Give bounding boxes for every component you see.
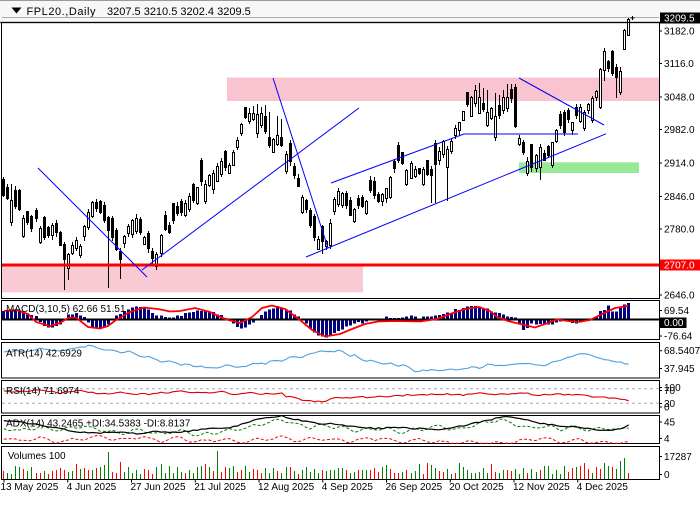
svg-text:3209.5: 3209.5 (664, 14, 695, 25)
svg-text:ATR(14) 42.6929: ATR(14) 42.6929 (6, 349, 82, 360)
svg-text:FPL20.,Daily: FPL20.,Daily (27, 6, 97, 18)
svg-text:30: 30 (664, 399, 676, 410)
svg-text:ADX(14) 43.2465 +DI:34.5383 -D: ADX(14) 43.2465 +DI:34.5383 -DI:8.8137 (6, 419, 191, 430)
svg-text:12 Nov 2025: 12 Nov 2025 (513, 482, 570, 493)
svg-text:0.00: 0.00 (664, 318, 684, 329)
svg-text:4: 4 (664, 434, 670, 445)
svg-text:4 Dec 2025: 4 Dec 2025 (577, 482, 629, 493)
svg-text:-76.64: -76.64 (664, 332, 693, 343)
svg-text:0: 0 (664, 403, 670, 414)
svg-text:13 May 2025: 13 May 2025 (1, 482, 59, 493)
svg-text:2780.0: 2780.0 (664, 225, 695, 236)
svg-text:68.5407: 68.5407 (664, 346, 700, 357)
svg-text:4 Sep 2025: 4 Sep 2025 (322, 482, 374, 493)
svg-text:100: 100 (664, 383, 681, 394)
svg-text:69.54: 69.54 (664, 306, 689, 317)
svg-text:12 Aug 2025: 12 Aug 2025 (258, 482, 315, 493)
svg-text:MACD(3,10,5) 62.66 51.51: MACD(3,10,5) 62.66 51.51 (6, 304, 126, 315)
svg-text:37.945: 37.945 (664, 364, 695, 375)
svg-text:0: 0 (664, 470, 670, 481)
svg-text:70: 70 (664, 386, 676, 397)
svg-text:2846.0: 2846.0 (664, 192, 695, 203)
svg-text:45: 45 (664, 418, 676, 429)
svg-text:Volumes 100: Volumes 100 (8, 451, 66, 462)
svg-text:21 Jul 2025: 21 Jul 2025 (194, 482, 246, 493)
svg-text:3116.0: 3116.0 (664, 59, 694, 70)
svg-text:2646.0: 2646.0 (664, 291, 695, 302)
svg-text:2707.0: 2707.0 (664, 261, 695, 272)
svg-text:20 Oct 2025: 20 Oct 2025 (449, 482, 504, 493)
svg-text:2914.0: 2914.0 (664, 159, 695, 170)
svg-text:2982.0: 2982.0 (664, 125, 695, 136)
svg-text:26 Sep 2025: 26 Sep 2025 (386, 482, 443, 493)
svg-text:RSI(14) 71.6974: RSI(14) 71.6974 (6, 386, 80, 397)
svg-text:27 Jun 2025: 27 Jun 2025 (131, 482, 186, 493)
svg-text:17287: 17287 (664, 452, 692, 463)
svg-text:3207.5 3210.5 3202.4 3209.5: 3207.5 3210.5 3202.4 3209.5 (107, 6, 251, 18)
svg-text:3182.0: 3182.0 (664, 27, 695, 38)
svg-text:4 Jun 2025: 4 Jun 2025 (67, 482, 117, 493)
svg-text:3048.0: 3048.0 (664, 93, 695, 104)
